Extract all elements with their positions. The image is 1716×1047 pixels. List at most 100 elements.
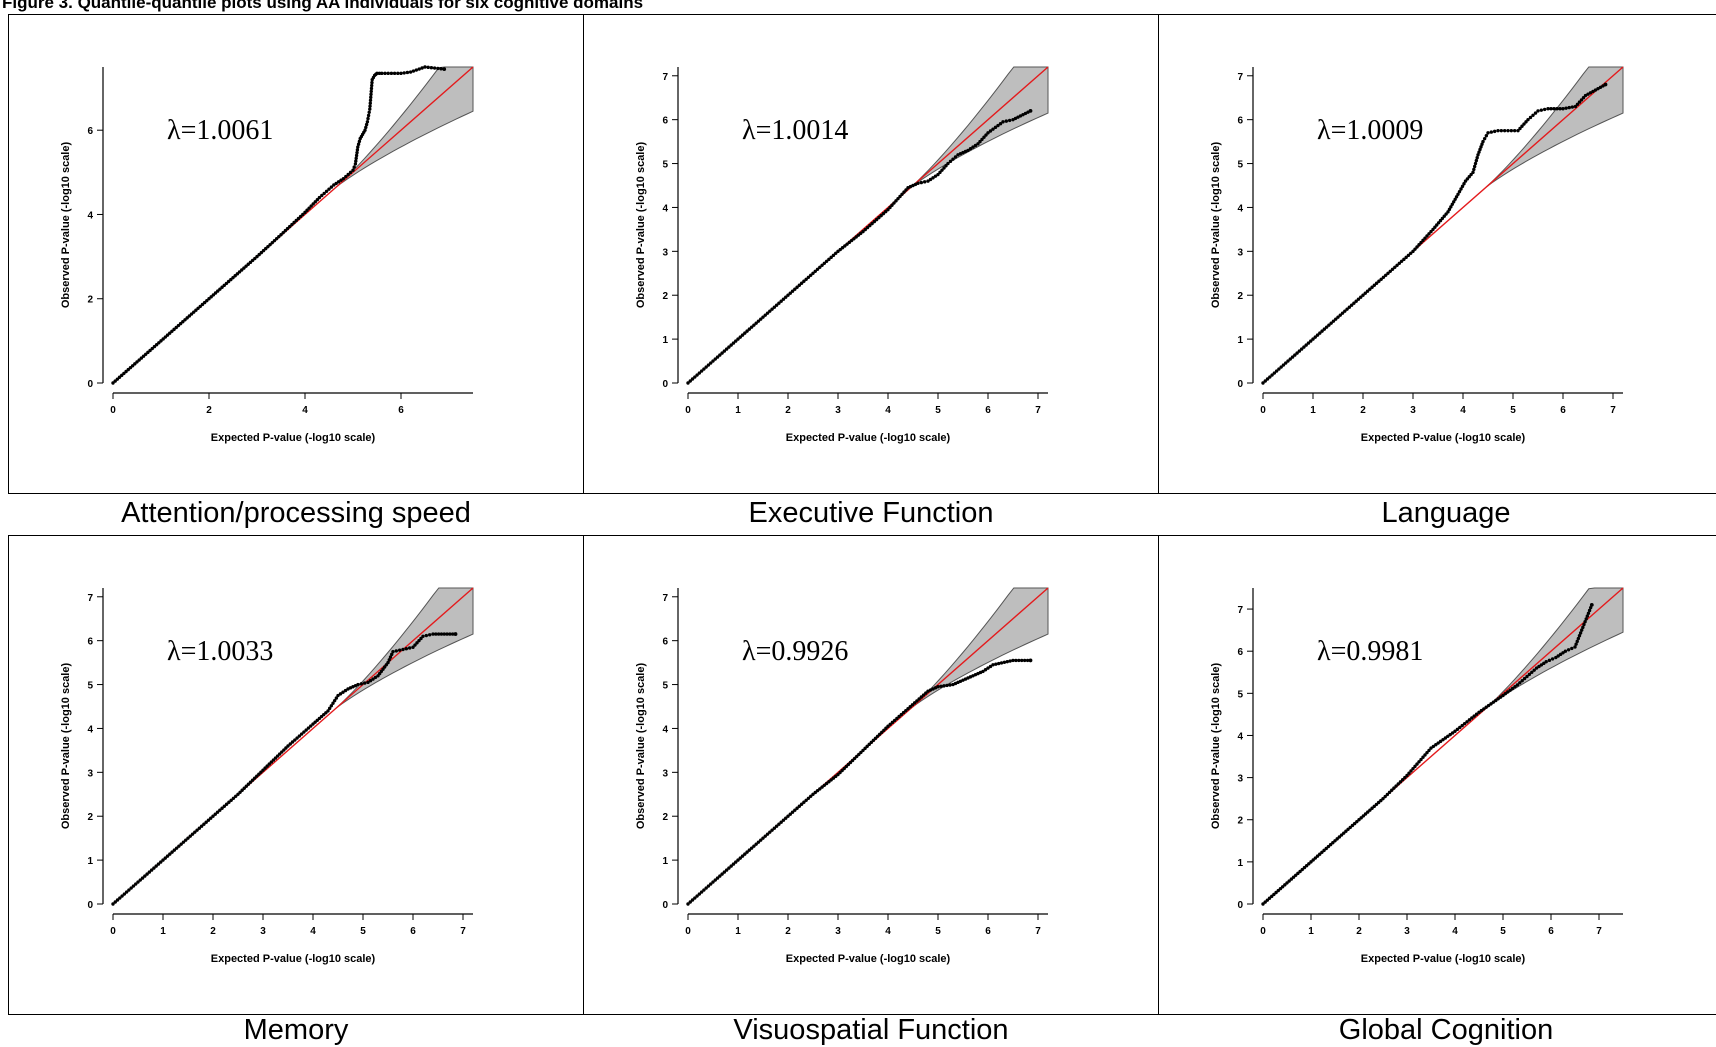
qq-point [229,277,233,282]
y-tick-label: 3 [1237,247,1243,258]
qq-point [815,788,820,793]
qq-point [209,816,213,820]
qq-point [1574,642,1578,646]
qq-point [1443,736,1448,740]
qq-point [288,224,292,229]
qq-point [1446,734,1450,739]
x-tick-label: 7 [1035,926,1041,937]
qq-point [777,822,781,826]
x-tick-label: 5 [935,926,941,937]
x-tick-label: 3 [835,405,841,416]
qq-point [1295,351,1299,355]
qq-point [1296,871,1300,876]
qq-point [724,347,729,351]
qq-point [387,658,391,662]
qq-point [843,244,847,248]
qq-point [715,355,720,359]
plot-title-memory: Memory [243,1014,349,1046]
qq-point [154,864,158,868]
qq-point [1001,120,1005,124]
qq-point [1566,648,1571,652]
qq-point [424,633,429,638]
qq-point [827,780,831,784]
qq-point [134,882,138,886]
qq-point [113,900,117,904]
qq-point [722,870,727,874]
qq-point [729,343,733,347]
qq-point [772,305,777,309]
qq-point [303,210,307,215]
qq-point [1563,649,1568,653]
qq-point [1503,691,1508,696]
y-tick-label: 2 [1237,291,1243,302]
qq-point [181,840,186,844]
qq-point [765,311,770,315]
qq-point [745,329,749,333]
qq-point [436,632,441,636]
qq-point [1450,731,1455,735]
qq-point [152,344,157,349]
qq-point [793,287,797,291]
qq-point [997,661,1001,666]
qq-point [442,67,447,72]
qq-point [348,170,353,175]
qq-point [1596,86,1600,91]
y-tick-label: 4 [662,724,668,735]
y-tick-label: 5 [1237,160,1243,171]
qq-point [1489,130,1494,134]
x-tick-label: 1 [1310,405,1316,416]
qq-point [849,238,854,243]
qq-point [1349,303,1354,307]
qq-point [1377,279,1381,283]
qq-point [1518,681,1522,685]
x-tick-label: 3 [1410,405,1416,416]
qq-point [172,848,177,852]
qq-point [991,663,995,667]
qq-point [296,216,301,221]
qq-point [368,107,372,111]
y-tick-label: 1 [1237,335,1243,346]
qq-point [1297,349,1302,353]
qq-point [386,71,390,76]
qq-point [1374,802,1379,807]
qq-point [149,868,154,872]
qq-point [366,113,371,118]
qq-point [1581,96,1586,100]
qq-point [1582,622,1586,627]
qq-point [388,655,393,659]
qq-point [1291,875,1296,879]
x-tick-label: 0 [685,405,691,416]
qq-point [1014,658,1018,663]
qq-point [126,367,130,372]
qq-point [831,776,836,780]
qq-point [336,180,341,184]
qq-point [1456,192,1460,196]
qq-point [702,888,706,892]
qq-plot-visuospatial: 0 1 2 3 4 5 6 7 0 1 2 3 4 5 6 7 Expected P-value (-log10… [635,587,1049,965]
qq-point [756,319,761,323]
plot-title-executive: Executive Function [748,497,994,529]
qq-point [761,315,765,319]
qq-point [695,373,699,377]
qq-point [994,662,998,666]
qq-point [811,271,815,275]
qq-point [1457,189,1462,194]
qq-point [179,842,183,846]
qq-point [1459,187,1463,191]
qq-point [774,303,779,307]
qq-point [984,133,988,137]
qq-point [768,830,772,834]
qq-point [369,95,373,100]
qq-point [244,264,248,268]
qq-point [1304,863,1309,868]
qq-point [1328,842,1333,847]
qq-point [1007,118,1012,123]
qq-point [752,844,756,848]
qq-point [120,373,124,378]
qq-point [1390,788,1394,792]
qq-point [1448,732,1452,737]
qq-point [1331,841,1335,845]
qq-point [711,359,715,363]
x-tick-label: 7 [1596,926,1602,937]
qq-point [1313,856,1318,860]
